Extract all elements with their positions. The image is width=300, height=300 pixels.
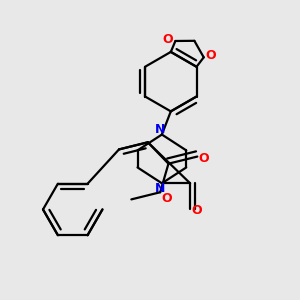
Text: O: O bbox=[206, 49, 217, 62]
Text: O: O bbox=[161, 192, 172, 205]
Text: N: N bbox=[155, 182, 166, 195]
Text: N: N bbox=[155, 123, 166, 136]
Text: O: O bbox=[191, 203, 202, 217]
Text: O: O bbox=[198, 152, 208, 164]
Text: O: O bbox=[163, 33, 173, 46]
